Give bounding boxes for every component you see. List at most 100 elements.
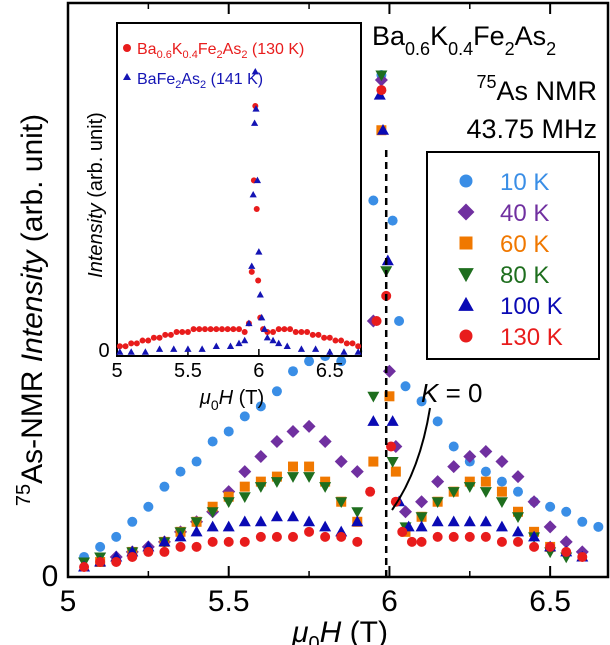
inset-data-point-inset_red (253, 206, 260, 212)
data-point-100K (381, 254, 394, 266)
data-point-80K (415, 512, 428, 524)
data-point-40K (350, 465, 364, 479)
inset-data-point-inset_blue (141, 348, 149, 355)
inset-data-point-inset_red (224, 326, 231, 333)
data-point-130K (513, 536, 523, 547)
inset-data-point-inset_red (167, 331, 174, 338)
y-tick-label: 0 (42, 560, 59, 593)
data-point-10K (159, 481, 170, 492)
k0-annotation: K = 0 (421, 378, 482, 408)
data-point-40K (254, 450, 268, 464)
data-point-80K (303, 472, 316, 483)
inset-data-point-inset_red (338, 337, 345, 344)
data-point-130K (386, 441, 397, 452)
data-point-130K (288, 531, 298, 542)
inset-data-point-inset_blue (235, 339, 243, 347)
data-point-130K (577, 551, 588, 562)
data-point-80K (254, 482, 267, 493)
y-axis-label: 75As-NMR Intensity (arb. unit) (13, 114, 49, 506)
legend-marker-100K (458, 296, 474, 311)
legend-marker-40K (457, 203, 475, 221)
data-point-60K (384, 391, 395, 402)
data-point-100K (270, 510, 283, 522)
data-point-10K (496, 476, 507, 487)
inset-x-tick-label: 5.5 (174, 360, 202, 382)
inset-data-point-inset_red (298, 328, 305, 335)
compound-label: Ba0.6K0.4Fe2As2 (372, 21, 556, 59)
data-point-10K (304, 356, 315, 367)
inset-data-point-inset_red (349, 340, 356, 347)
data-point-10K (191, 456, 202, 467)
inset-data-point-inset_red (321, 334, 328, 341)
inset-data-point-inset_red (207, 326, 214, 333)
data-point-130K (207, 536, 218, 547)
data-point-80K (206, 507, 219, 519)
inset-data-point-inset_red (173, 328, 180, 335)
inset-data-point-inset_red (156, 334, 163, 341)
inset-data-point-inset_red (116, 343, 123, 350)
data-point-40K (511, 470, 525, 484)
data-point-130K (336, 531, 347, 542)
data-point-130K (416, 536, 427, 547)
inset-data-point-inset_red (145, 337, 152, 344)
inset-data-point-inset_blue (340, 348, 348, 355)
data-point-40K (447, 460, 461, 474)
data-point-60K (368, 456, 379, 467)
inset-data-points (116, 67, 362, 355)
data-point-130K (111, 556, 122, 567)
data-point-130K (79, 561, 90, 572)
data-point-80K (287, 472, 299, 483)
inset-data-point-inset_blue (249, 190, 257, 198)
inset-data-point-inset_red (196, 326, 203, 333)
data-point-100K (174, 530, 187, 542)
data-point-100K (222, 520, 235, 532)
data-point-100K (319, 520, 332, 532)
inset-data-point-inset_red (139, 337, 146, 344)
data-point-10K (95, 541, 106, 552)
data-point-80K (447, 487, 460, 498)
data-point-130K (271, 531, 282, 542)
data-point-100K (415, 520, 428, 532)
data-point-10K (593, 521, 604, 532)
data-point-100K (377, 123, 389, 135)
inset-data-point-inset_red (304, 328, 311, 335)
inset-x-tick-label: 6.5 (316, 360, 344, 382)
data-point-100K (512, 525, 524, 537)
legend-marker-130K (459, 329, 473, 343)
data-point-80K (495, 497, 508, 508)
main-x-ticks (67, 3, 552, 577)
data-point-10K (561, 506, 572, 517)
inset-data-point-inset_blue (326, 348, 334, 355)
data-point-40K (270, 434, 284, 448)
data-point-80K (190, 517, 203, 529)
inset-data-point-inset_red (230, 326, 237, 333)
x-axis-label: μ0H (T) (291, 616, 388, 645)
legend-label-130K: 130 K (500, 324, 563, 351)
inset-legend-label-130k: Ba0.6K0.4Fe2As2 (130 K) (137, 41, 304, 61)
inset-data-point-inset_blue (252, 105, 260, 112)
data-point-40K (318, 434, 332, 448)
inset-data-point-inset_blue (255, 248, 263, 255)
data-point-60K (288, 461, 298, 472)
data-point-100K (158, 535, 171, 547)
inset-legend-marker-141k (123, 73, 131, 80)
data-point-100K (190, 525, 203, 537)
inset-data-point-inset_blue (226, 342, 235, 349)
data-point-60K (496, 486, 507, 497)
data-point-100K (463, 515, 476, 527)
data-point-130K (159, 546, 170, 557)
data-point-40K (238, 465, 252, 479)
data-point-100K (254, 515, 267, 527)
data-point-100K (386, 415, 399, 426)
inset-data-point-inset_blue (283, 342, 291, 349)
inset-y-tick-label: 0 (98, 340, 109, 362)
inset-data-point-inset_blue (251, 67, 259, 75)
inset-data-point-inset_red (315, 331, 322, 338)
inset-data-point-inset_red (218, 326, 225, 333)
inset-data-point-inset_red (201, 326, 208, 333)
data-point-10K (513, 486, 523, 497)
inset-data-point-inset_red (179, 328, 186, 335)
data-point-60K (320, 476, 331, 487)
data-point-40K (479, 445, 493, 459)
